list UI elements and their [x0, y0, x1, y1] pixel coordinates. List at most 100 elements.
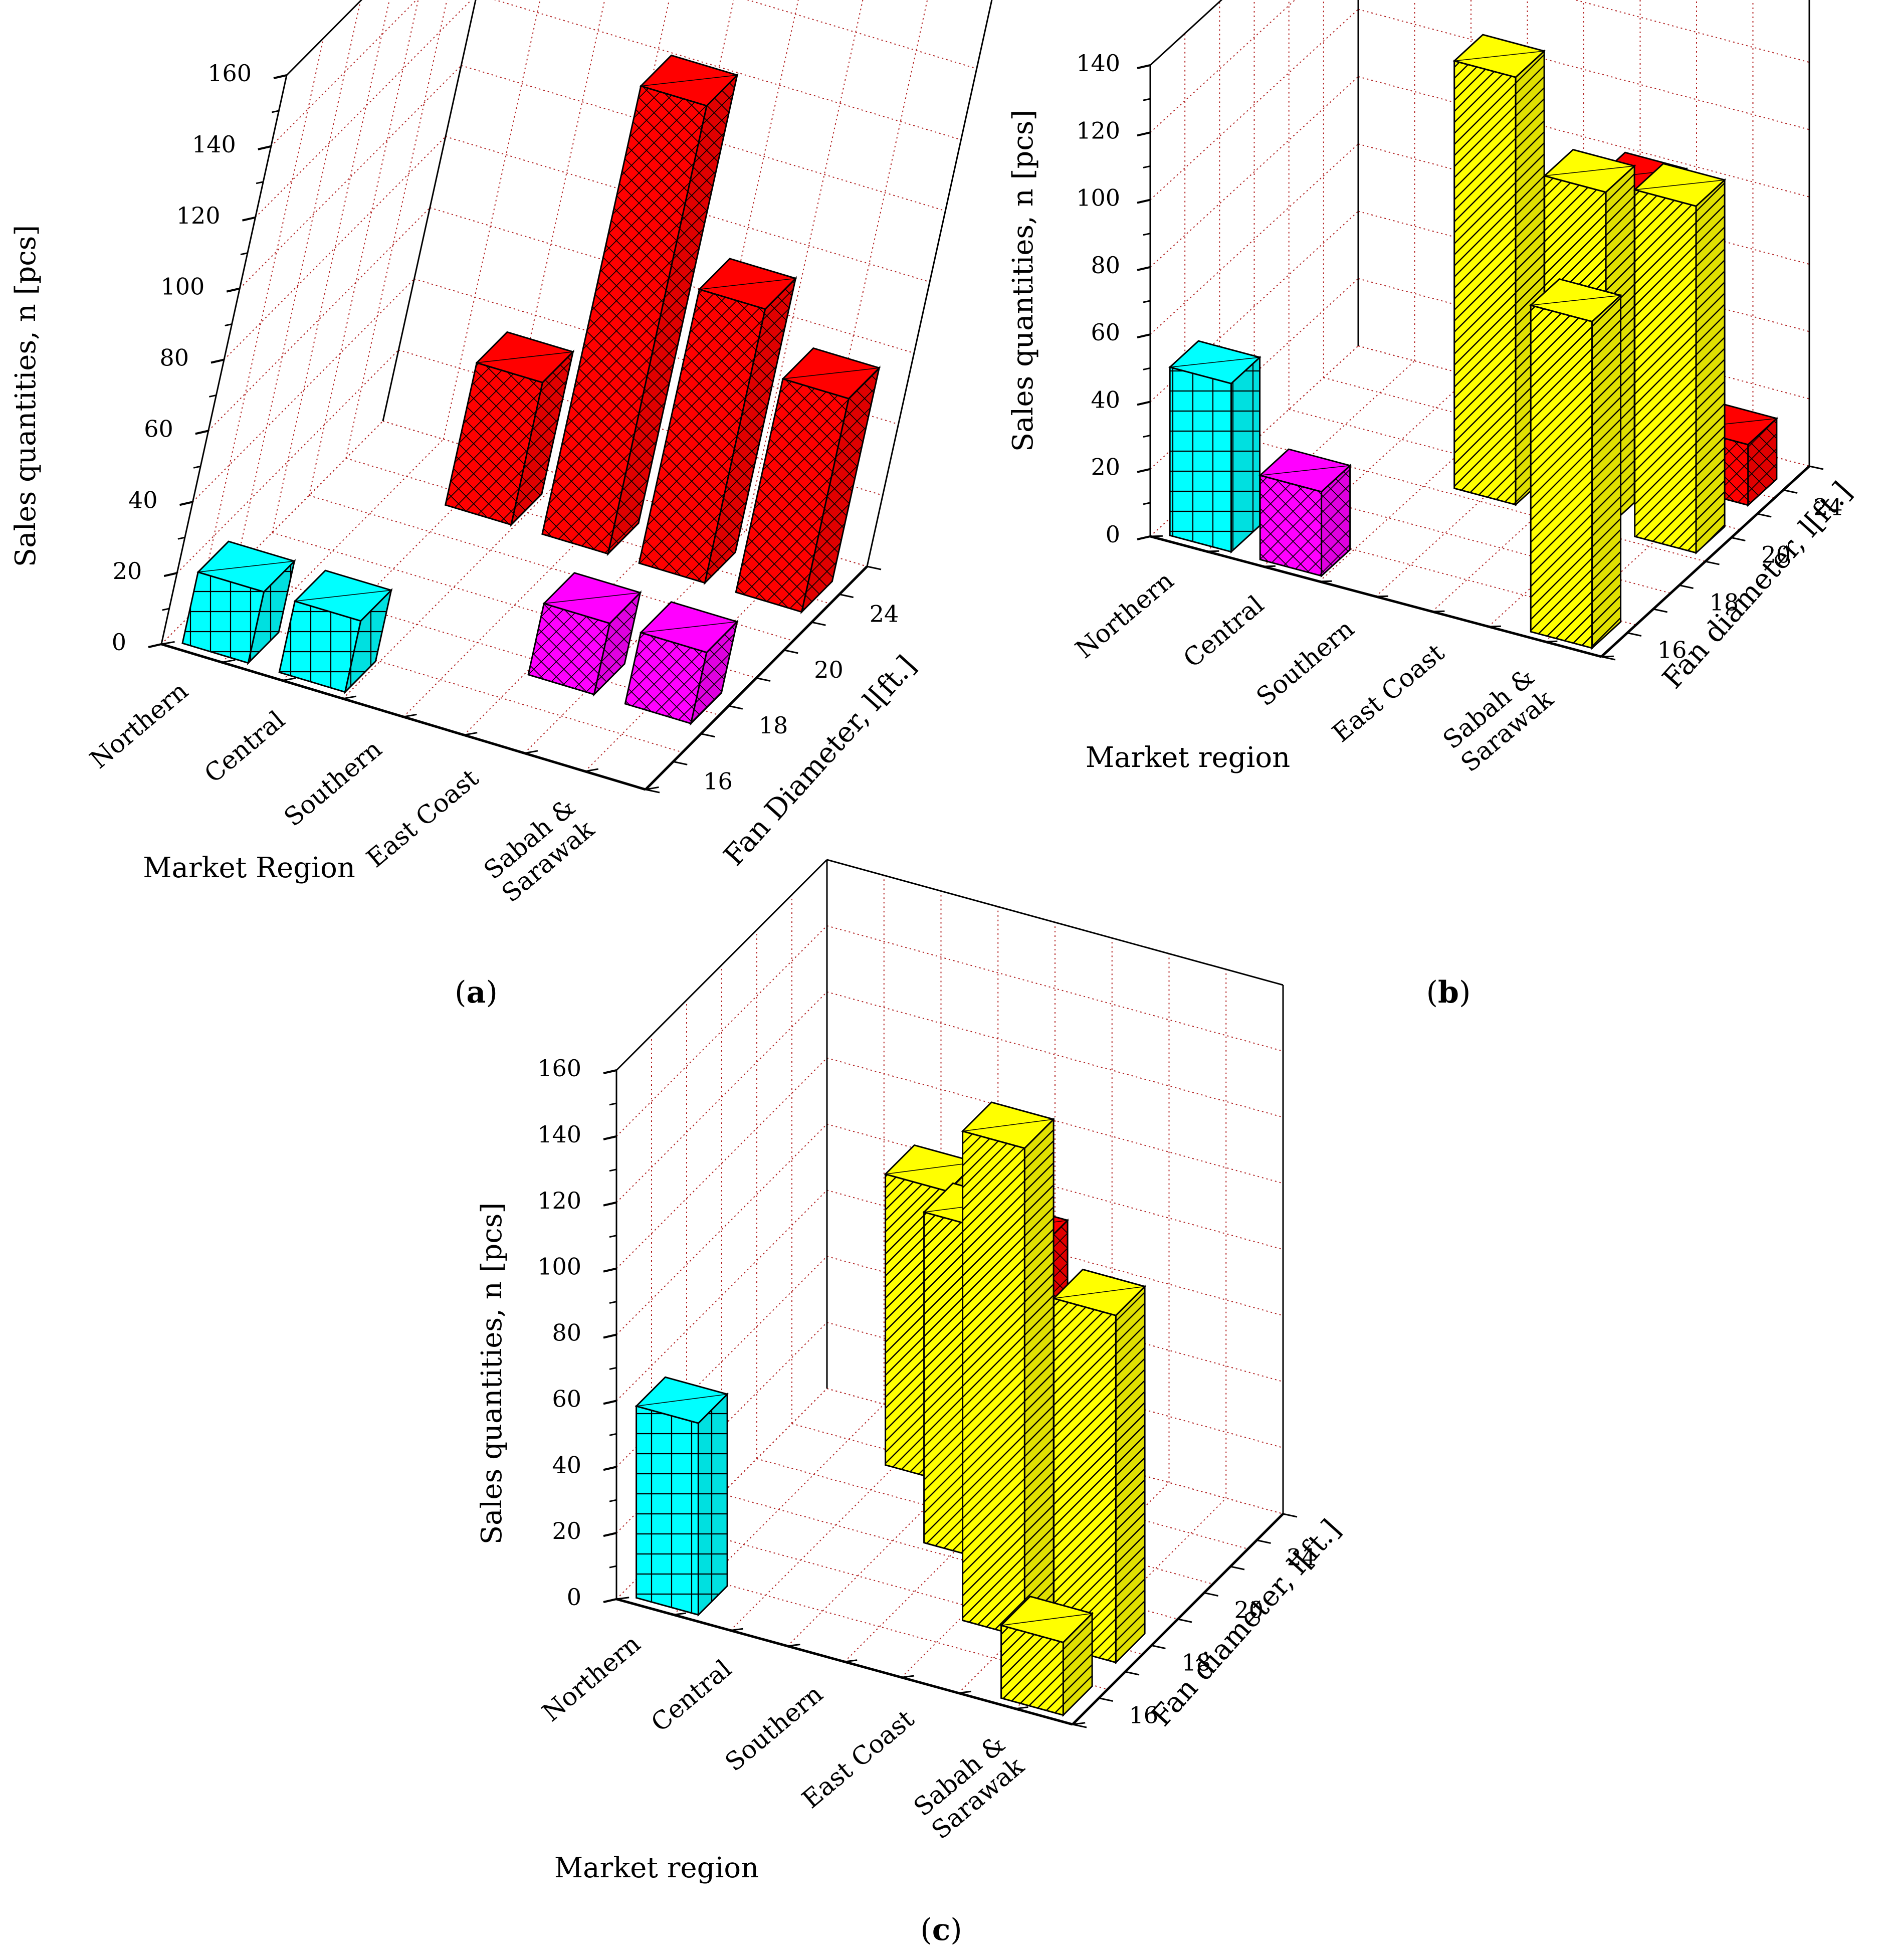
gridline	[1574, 0, 1810, 63]
y-tick	[148, 643, 162, 648]
y-tick-label: 160	[537, 1055, 581, 1082]
gridline	[235, 569, 720, 716]
depth-tick-label: 18	[1182, 1649, 1211, 1676]
y-tick-label: 100	[160, 273, 204, 300]
y-minor-tick	[162, 608, 169, 611]
bar-face-shade	[1024, 1119, 1054, 1638]
bar-sabah-sarawak-16	[999, 1596, 1094, 1717]
x-tick	[1375, 595, 1388, 598]
bar-face-shade	[691, 622, 737, 724]
y-tick	[258, 145, 272, 150]
y-tick	[226, 287, 240, 293]
chart-panel-c: 0 20 40 60 80 100 120 140 160 Northern CentralSout…	[476, 859, 1347, 1884]
y-minor-tick	[240, 252, 248, 256]
bar-face-front	[1530, 304, 1593, 649]
bar-face-shade	[1063, 1613, 1093, 1715]
depth-tick	[701, 733, 715, 738]
bar-central-24	[444, 331, 575, 527]
bar-top-diagonal	[1001, 1613, 1093, 1626]
y-tick	[179, 501, 193, 506]
x-tick	[584, 768, 599, 772]
bar-top-diagonal	[1634, 179, 1725, 190]
bar-face-shade	[345, 590, 391, 692]
y-tick	[1137, 333, 1151, 339]
depth-tick	[1731, 537, 1746, 541]
gridline	[1358, 76, 1810, 198]
bar-top-diagonal	[782, 367, 880, 379]
y-tick	[1137, 131, 1151, 137]
bar-top-diagonal	[1454, 51, 1545, 62]
y-tick	[603, 1267, 617, 1273]
y-tick-label: 80	[552, 1319, 581, 1346]
subfigure-caption-c: (c)	[920, 1912, 962, 1947]
bar-east-coast-24	[638, 258, 797, 585]
x-axis-title: Market region	[554, 1852, 759, 1884]
x-tick	[282, 677, 296, 681]
bar-sabah-sarawak-24	[735, 347, 881, 615]
bar-top-diagonal	[295, 590, 391, 602]
gridline	[1150, 9, 1359, 201]
depth-tick	[839, 594, 854, 599]
gridline	[208, 207, 431, 432]
bar-top-diagonal	[1544, 165, 1635, 176]
x-tick-label: Central	[646, 1654, 737, 1737]
y-tick	[1137, 266, 1151, 271]
gridline	[308, 0, 419, 496]
gridline	[1150, 0, 1296, 133]
bar-top-diagonal	[641, 621, 737, 633]
y-tick-label: 120	[1076, 117, 1120, 144]
bar-top-diagonal	[885, 1161, 977, 1174]
y-tick-label: 0	[112, 629, 126, 656]
x-tick	[673, 1612, 687, 1616]
bar-face-shade	[1696, 180, 1725, 553]
gridline	[272, 0, 390, 533]
y-tick-label: 40	[1091, 386, 1120, 413]
bar-central-16	[278, 569, 393, 695]
bar-top-diagonal	[477, 351, 573, 363]
y-minor-tick	[193, 465, 201, 469]
depth-tick	[1151, 1645, 1166, 1649]
y-tick-label: 100	[1076, 184, 1120, 212]
y-tick	[603, 1598, 617, 1603]
x-tick	[222, 659, 236, 663]
bar-top-diagonal	[699, 278, 796, 290]
x-tick	[464, 732, 478, 736]
depth-tick	[1601, 656, 1616, 661]
y-minor-tick	[609, 1433, 617, 1436]
bar-face-front	[1453, 60, 1517, 506]
x-tick	[524, 750, 538, 754]
x-tick	[1545, 640, 1558, 643]
depth-tick	[811, 621, 826, 626]
y-tick-label: 140	[192, 131, 236, 158]
depth-tick	[1783, 489, 1798, 494]
gridline	[746, 0, 977, 69]
y-minor-tick	[609, 1235, 617, 1238]
y-minor-tick	[256, 181, 264, 184]
x-tick-label: Northern	[1070, 566, 1179, 664]
axis-frame-line	[286, 0, 363, 76]
bar-top-diagonal	[1260, 465, 1350, 476]
y-tick	[1137, 468, 1151, 473]
depth-tick-label: 18	[759, 712, 788, 739]
gridline	[197, 38, 324, 608]
depth-tick-label: 20	[814, 656, 844, 683]
bar-face-shade	[1231, 357, 1260, 552]
depth-tick	[673, 760, 688, 765]
x-tick-label: Southern	[720, 1679, 828, 1777]
x-tick-label: East Coast	[1327, 638, 1450, 748]
depth-tick-label: 18	[1710, 589, 1739, 616]
y-tick	[603, 1532, 617, 1537]
y-tick	[603, 1400, 617, 1405]
y-tick	[163, 572, 177, 577]
gridline	[494, 0, 961, 140]
gridline	[1150, 0, 1222, 66]
y-tick-label: 40	[552, 1451, 581, 1478]
y-tick-label: 120	[537, 1187, 581, 1214]
y-tick-label: 60	[1091, 319, 1120, 346]
bar-top-diagonal	[641, 75, 737, 87]
bar-sabah-sarawak-18	[1052, 1268, 1146, 1665]
depth-tick	[645, 789, 660, 794]
y-tick	[273, 74, 287, 79]
x-tick-label: Southern	[1251, 614, 1360, 712]
x-tick	[1488, 625, 1501, 628]
